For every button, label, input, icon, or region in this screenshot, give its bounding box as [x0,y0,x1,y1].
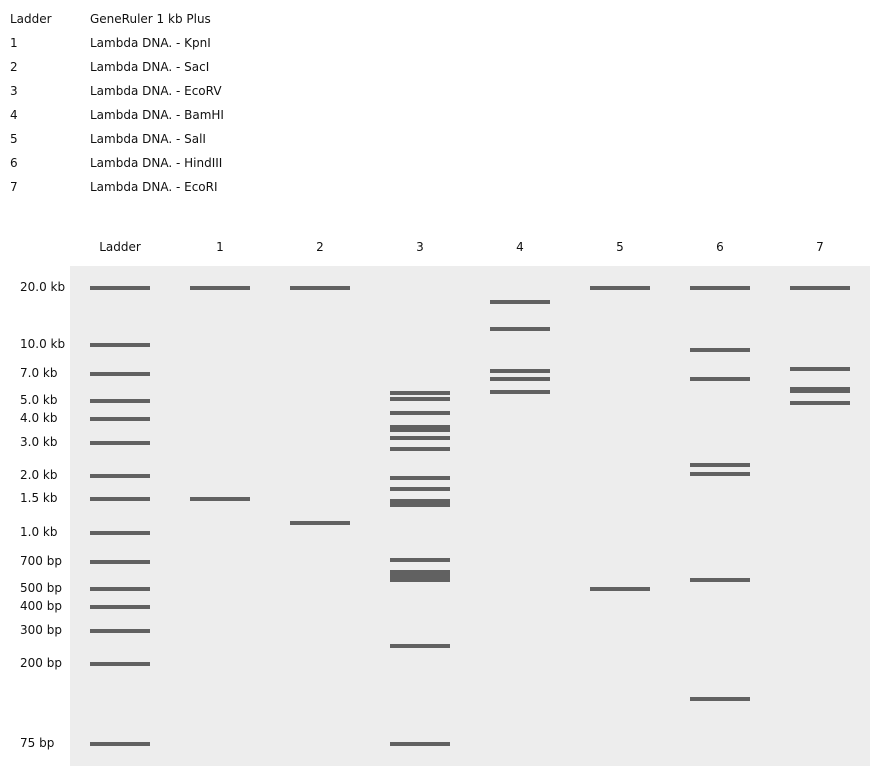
band [90,343,150,347]
legend-description: Lambda DNA. - KpnI [90,36,211,50]
size-label: 400 bp [20,599,62,613]
band [690,286,750,290]
band [90,474,150,478]
band [690,697,750,702]
band [90,742,150,746]
band [390,396,450,401]
band [490,326,550,331]
legend-description: Lambda DNA. - EcoRI [90,180,218,194]
band [90,662,150,666]
band [790,400,850,405]
lane-label: 1 [216,240,224,254]
legend-description: Lambda DNA. - SacI [90,60,210,74]
size-label: 300 bp [20,623,62,637]
band [590,587,650,591]
band [390,446,450,451]
size-label: 200 bp [20,656,62,670]
band [790,387,850,392]
legend-key: 7 [10,180,18,194]
band [390,498,450,503]
band [190,286,250,290]
band [390,643,450,648]
band [390,577,450,582]
band [390,424,450,429]
band [90,399,150,403]
legend-description: Lambda DNA. - EcoRV [90,84,222,98]
band [390,502,450,507]
band [390,476,450,481]
lane-label: 6 [716,240,724,254]
lane-label: Ladder [99,240,141,254]
legend-description: Lambda DNA. - SalI [90,132,206,146]
band [390,569,450,574]
lane-label: 2 [316,240,324,254]
band [390,486,450,491]
gel [70,266,870,766]
legend-key: 3 [10,84,18,98]
size-label: 1.0 kb [20,525,58,539]
band [290,286,350,290]
band [390,742,450,746]
band [390,435,450,440]
legend-description: Lambda DNA. - BamHI [90,108,224,122]
legend-key: 2 [10,60,18,74]
size-label: 4.0 kb [20,411,58,425]
legend-key: 1 [10,36,18,50]
band [490,377,550,382]
size-label: 10.0 kb [20,337,66,351]
size-label: 5.0 kb [20,393,58,407]
legend-key: Ladder [10,12,52,26]
band [490,300,550,305]
band [390,391,450,396]
band [90,372,150,376]
band [390,573,450,578]
band [90,605,150,609]
legend-description: GeneRuler 1 kb Plus [90,12,211,26]
band [390,428,450,433]
band [690,348,750,353]
legend-key: 5 [10,132,18,146]
band [90,587,150,591]
size-label: 700 bp [20,554,62,568]
size-label: 2.0 kb [20,468,58,482]
size-label: 20.0 kb [20,280,66,294]
band [290,521,350,526]
band [490,369,550,374]
lane-label: 4 [516,240,524,254]
band [90,497,150,501]
size-label: 75 bp [20,736,55,750]
band [390,557,450,562]
band [690,462,750,467]
band [490,389,550,394]
legend-key: 6 [10,156,18,170]
size-label: 500 bp [20,581,62,595]
band [690,471,750,476]
size-label: 1.5 kb [20,491,58,505]
band [790,389,850,394]
band [90,417,150,421]
band [790,286,850,290]
band [390,411,450,416]
band [90,531,150,535]
lane-label: 7 [816,240,824,254]
band [590,286,650,290]
band [190,497,250,501]
size-label: 3.0 kb [20,435,58,449]
legend-description: Lambda DNA. - HindIII [90,156,223,170]
lane-label: 3 [416,240,424,254]
legend-key: 4 [10,108,18,122]
band [690,577,750,582]
band [90,441,150,445]
band [90,286,150,290]
band [90,560,150,564]
band [690,377,750,382]
band [90,629,150,633]
band [790,367,850,372]
size-label: 7.0 kb [20,366,58,380]
lane-label: 5 [616,240,624,254]
